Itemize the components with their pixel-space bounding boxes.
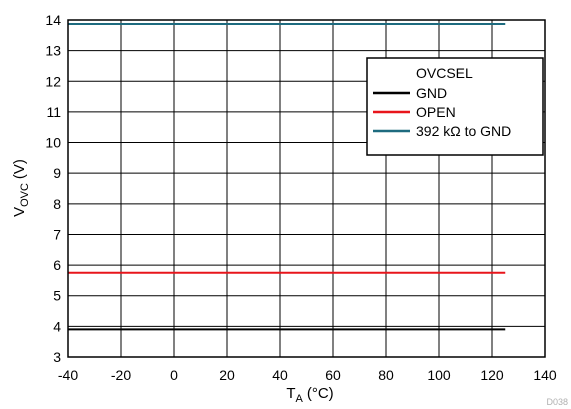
legend-title: OVCSEL bbox=[416, 65, 473, 81]
y-axis-label: VOVC (V) bbox=[11, 159, 31, 217]
x-tick-label: 140 bbox=[533, 367, 557, 383]
x-tick-label: 0 bbox=[170, 367, 178, 383]
legend-label: 392 kΩ to GND bbox=[416, 123, 511, 139]
y-tick-label: 14 bbox=[45, 12, 61, 28]
y-axis-label-sub: OVC bbox=[19, 183, 31, 207]
y-axis-label-main: V bbox=[11, 207, 28, 217]
y-tick-label: 8 bbox=[53, 196, 61, 212]
x-tick-label: 120 bbox=[480, 367, 504, 383]
legend-label: GND bbox=[416, 85, 447, 101]
y-axis-label-unit: (V) bbox=[11, 159, 28, 179]
y-tick-label: 10 bbox=[45, 135, 61, 151]
series-lines bbox=[68, 22, 506, 331]
y-tick-label: 11 bbox=[46, 104, 61, 120]
x-tick-label: -20 bbox=[111, 367, 131, 383]
plot-frame bbox=[67, 19, 546, 358]
x-tick-label: 20 bbox=[219, 367, 235, 383]
legend-items: GND OPEN 392 kΩ to GND bbox=[373, 85, 511, 139]
legend-label: OPEN bbox=[416, 104, 456, 120]
x-axis-label-sub: A bbox=[296, 393, 304, 405]
y-tick-label: 4 bbox=[53, 318, 61, 334]
y-tick-label: 12 bbox=[45, 73, 61, 89]
x-axis-label: TA (°C) bbox=[286, 385, 333, 405]
y-tick-label: 7 bbox=[53, 226, 61, 242]
x-tick-labels: -40 -20 0 20 40 60 80 100 120 140 bbox=[58, 367, 557, 383]
y-tick-label: 9 bbox=[53, 165, 61, 181]
x-axis-label-unit: (°C) bbox=[307, 385, 334, 402]
x-axis-label-main: T bbox=[286, 385, 295, 402]
x-tick-label: 40 bbox=[272, 367, 288, 383]
y-tick-labels: 3 4 5 6 7 8 9 10 11 12 13 14 bbox=[45, 12, 61, 365]
y-tick-label: 6 bbox=[53, 257, 61, 273]
legend-box bbox=[366, 57, 544, 156]
legend: OVCSEL GND OPEN 392 kΩ to GND bbox=[366, 57, 544, 156]
x-tick-label: -40 bbox=[58, 367, 78, 383]
figure-id: D038 bbox=[546, 397, 568, 407]
y-tick-label: 13 bbox=[45, 43, 61, 59]
x-tick-label: 60 bbox=[325, 367, 341, 383]
x-tick-label: 100 bbox=[427, 367, 451, 383]
x-tick-label: 80 bbox=[378, 367, 394, 383]
y-tick-label: 3 bbox=[53, 349, 61, 365]
y-tick-label: 5 bbox=[53, 288, 61, 304]
